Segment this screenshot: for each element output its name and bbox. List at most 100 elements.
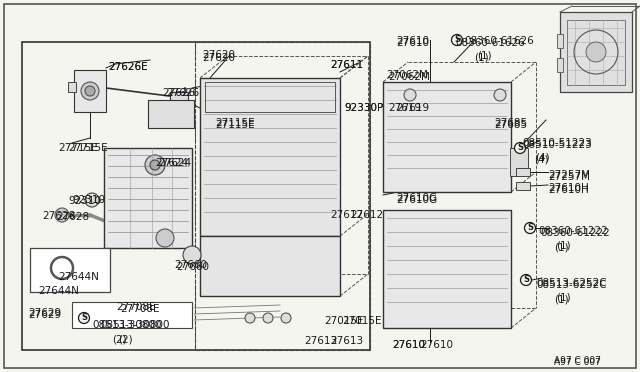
Text: (1): (1) — [477, 50, 492, 60]
Text: A97 C 007: A97 C 007 — [554, 358, 601, 367]
Bar — [516, 182, 530, 190]
Text: 27015E: 27015E — [342, 316, 381, 326]
Text: 27610: 27610 — [420, 340, 453, 350]
Text: S: S — [454, 35, 460, 45]
Circle shape — [79, 312, 90, 324]
Circle shape — [150, 160, 160, 170]
Text: 27015E: 27015E — [324, 316, 364, 326]
Text: 27610G: 27610G — [396, 193, 437, 203]
Text: (1): (1) — [556, 240, 571, 250]
Text: 27626: 27626 — [162, 88, 195, 98]
Text: (4): (4) — [535, 152, 550, 162]
Text: (1): (1) — [474, 52, 488, 62]
Bar — [200, 236, 340, 296]
Text: 27612: 27612 — [330, 210, 363, 220]
Text: 08513-30800: 08513-30800 — [100, 320, 170, 330]
Text: S: S — [517, 144, 523, 153]
Text: 27624: 27624 — [155, 158, 188, 168]
Text: S: S — [523, 276, 529, 285]
Text: 27715E: 27715E — [68, 143, 108, 153]
Bar — [72, 302, 192, 328]
Text: 08510-51223: 08510-51223 — [522, 138, 592, 148]
Text: 08360-61626: 08360-61626 — [455, 38, 525, 48]
Circle shape — [404, 89, 416, 101]
Text: 08513-6252C: 08513-6252C — [536, 280, 607, 290]
Text: 27613: 27613 — [330, 336, 363, 346]
Text: 27685: 27685 — [494, 118, 527, 128]
Text: 27115E: 27115E — [215, 118, 255, 128]
Text: 08513-30800: 08513-30800 — [92, 320, 161, 330]
Text: 27257M: 27257M — [548, 170, 590, 180]
Text: 27620: 27620 — [202, 50, 235, 60]
Bar — [383, 210, 511, 328]
Text: 27062M: 27062M — [386, 70, 428, 80]
Text: (1): (1) — [554, 294, 568, 304]
Text: 27610G: 27610G — [396, 195, 437, 205]
Text: 27626E: 27626E — [108, 62, 148, 72]
Text: 27629: 27629 — [28, 310, 61, 320]
Circle shape — [145, 155, 165, 175]
Text: 92310: 92310 — [72, 195, 105, 205]
Bar — [200, 78, 340, 236]
Circle shape — [451, 35, 463, 45]
Text: 27611: 27611 — [330, 60, 363, 70]
Text: 08360-61626: 08360-61626 — [464, 36, 534, 46]
Bar — [104, 148, 192, 248]
Text: 27613: 27613 — [304, 336, 337, 346]
Text: 27685: 27685 — [494, 120, 527, 130]
Text: (1): (1) — [554, 242, 568, 252]
Circle shape — [515, 142, 525, 154]
Text: 27610: 27610 — [396, 38, 429, 48]
Text: 08360-61222: 08360-61222 — [538, 226, 608, 236]
Circle shape — [85, 193, 99, 207]
Circle shape — [183, 246, 201, 264]
Text: 08513-6252C: 08513-6252C — [536, 278, 607, 288]
Text: A97 C 007: A97 C 007 — [554, 356, 601, 365]
Text: 27715E: 27715E — [58, 143, 98, 153]
Bar — [74, 70, 106, 112]
Text: 27062M: 27062M — [388, 72, 430, 82]
Bar — [205, 82, 335, 112]
Circle shape — [586, 42, 606, 62]
Text: 27624: 27624 — [158, 158, 191, 168]
Text: 27708E: 27708E — [116, 302, 156, 312]
Text: 27610H: 27610H — [548, 183, 589, 193]
Bar — [516, 168, 530, 176]
Text: 08510-51223: 08510-51223 — [522, 140, 592, 150]
Circle shape — [55, 208, 69, 222]
Circle shape — [494, 89, 506, 101]
Circle shape — [81, 82, 99, 100]
Text: 27619: 27619 — [388, 103, 421, 113]
Text: 27620: 27620 — [202, 53, 235, 63]
Text: 92310: 92310 — [68, 196, 101, 206]
Bar — [560, 12, 632, 92]
Circle shape — [245, 313, 255, 323]
Text: 27629: 27629 — [28, 308, 61, 318]
Text: 27610H: 27610H — [548, 185, 589, 195]
Text: 92330P: 92330P — [344, 103, 383, 113]
Circle shape — [85, 86, 95, 96]
Text: 27628: 27628 — [56, 212, 89, 222]
Bar — [30, 248, 110, 292]
Text: 27610: 27610 — [392, 340, 425, 350]
Bar — [557, 58, 563, 72]
Text: 27660: 27660 — [176, 262, 209, 272]
Text: 27644N: 27644N — [38, 286, 79, 296]
Text: 08360-61222: 08360-61222 — [540, 228, 610, 238]
Text: 27115E: 27115E — [215, 120, 255, 130]
Bar — [557, 34, 563, 48]
Circle shape — [525, 222, 536, 234]
Bar — [170, 92, 188, 104]
Text: 27708E: 27708E — [120, 304, 159, 314]
Circle shape — [156, 229, 174, 247]
Bar — [383, 82, 511, 192]
Text: (2): (2) — [112, 334, 127, 344]
Text: 27610: 27610 — [396, 36, 429, 46]
Bar — [195, 42, 370, 350]
Circle shape — [263, 313, 273, 323]
Text: 27644N: 27644N — [58, 272, 99, 282]
Text: 27611: 27611 — [330, 60, 363, 70]
Text: (1): (1) — [556, 292, 571, 302]
Text: (2): (2) — [118, 334, 132, 344]
Text: 27626E: 27626E — [108, 62, 148, 72]
